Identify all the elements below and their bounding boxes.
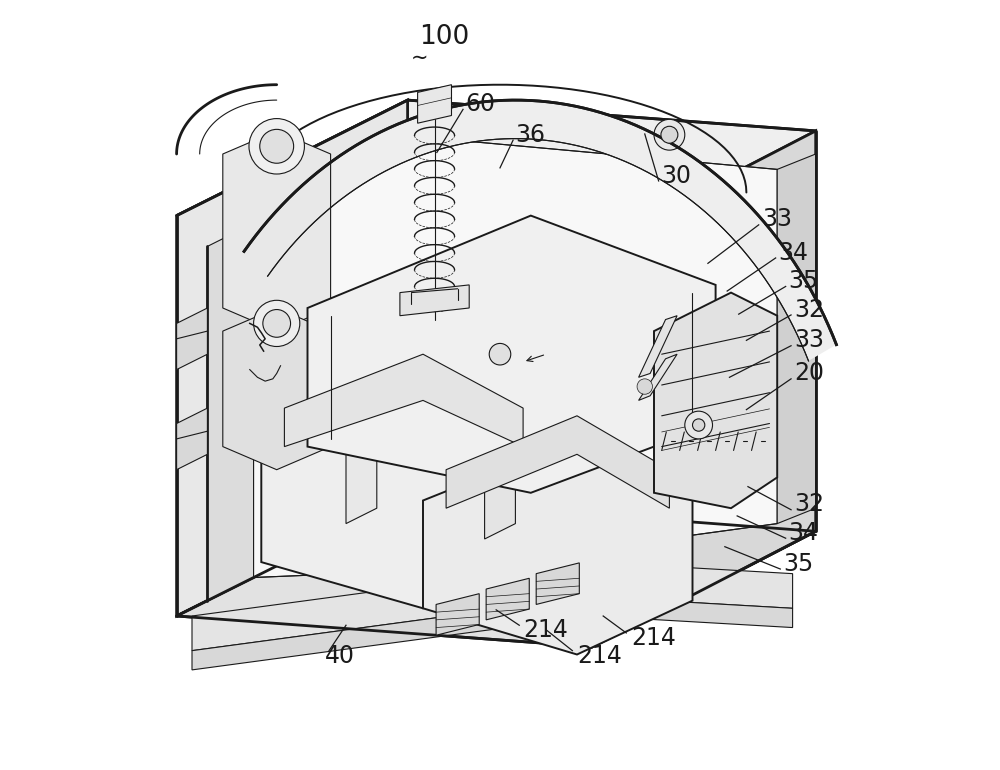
Text: 100: 100	[419, 24, 469, 50]
Circle shape	[263, 310, 291, 337]
Circle shape	[685, 411, 713, 439]
Polygon shape	[254, 139, 777, 578]
Circle shape	[661, 126, 678, 143]
Circle shape	[260, 129, 294, 163]
Polygon shape	[446, 416, 669, 508]
Text: 32: 32	[794, 297, 824, 322]
Polygon shape	[192, 562, 793, 651]
Polygon shape	[177, 100, 408, 616]
Polygon shape	[177, 100, 816, 246]
Polygon shape	[592, 131, 816, 647]
Circle shape	[254, 300, 300, 346]
Text: 214: 214	[631, 625, 676, 650]
Polygon shape	[223, 308, 331, 470]
Polygon shape	[485, 323, 515, 539]
Text: 35: 35	[783, 551, 814, 576]
Polygon shape	[639, 354, 677, 400]
Circle shape	[654, 119, 685, 150]
Text: 32: 32	[794, 492, 824, 517]
Text: 36: 36	[515, 122, 545, 147]
Polygon shape	[418, 85, 451, 123]
Polygon shape	[244, 100, 836, 361]
Text: 214: 214	[523, 618, 568, 642]
Text: 33: 33	[762, 207, 792, 232]
Polygon shape	[400, 285, 469, 316]
Polygon shape	[777, 154, 816, 524]
Polygon shape	[261, 370, 546, 608]
Text: 20: 20	[794, 361, 824, 386]
Text: 214: 214	[577, 644, 622, 668]
Polygon shape	[223, 131, 331, 331]
Text: 33: 33	[794, 328, 824, 353]
Polygon shape	[536, 563, 579, 604]
Polygon shape	[436, 594, 479, 635]
Polygon shape	[177, 500, 816, 647]
Polygon shape	[654, 293, 777, 508]
Polygon shape	[207, 223, 254, 601]
Text: 35: 35	[789, 269, 819, 293]
Polygon shape	[346, 293, 377, 524]
Circle shape	[637, 379, 652, 394]
Text: ∼: ∼	[410, 48, 428, 68]
Polygon shape	[177, 308, 207, 370]
Polygon shape	[639, 316, 677, 377]
Polygon shape	[486, 578, 529, 620]
Polygon shape	[423, 439, 692, 654]
Circle shape	[249, 119, 304, 174]
Polygon shape	[308, 216, 716, 493]
Circle shape	[489, 343, 511, 365]
Polygon shape	[192, 597, 793, 670]
Polygon shape	[284, 354, 523, 447]
Polygon shape	[177, 408, 207, 470]
Text: 34: 34	[789, 521, 819, 545]
Text: 60: 60	[465, 92, 495, 116]
Circle shape	[692, 419, 705, 431]
Text: 30: 30	[662, 163, 692, 188]
Text: 34: 34	[779, 240, 809, 265]
Text: 40: 40	[324, 644, 354, 668]
